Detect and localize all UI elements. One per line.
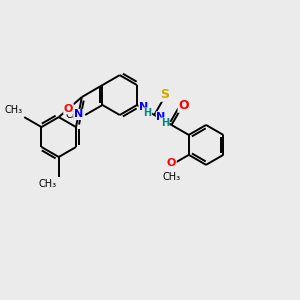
Text: CH₃: CH₃ <box>4 105 22 115</box>
Text: N: N <box>156 112 166 122</box>
Text: CH₃: CH₃ <box>39 179 57 189</box>
Text: S: S <box>160 88 169 101</box>
Text: O: O <box>64 104 73 114</box>
Text: CH₃: CH₃ <box>65 110 83 120</box>
Text: N: N <box>139 102 148 112</box>
Text: N: N <box>74 110 83 119</box>
Text: O: O <box>167 158 176 168</box>
Text: H: H <box>144 108 152 118</box>
Text: CH₃: CH₃ <box>163 172 181 182</box>
Text: H: H <box>161 118 169 128</box>
Text: O: O <box>178 99 189 112</box>
